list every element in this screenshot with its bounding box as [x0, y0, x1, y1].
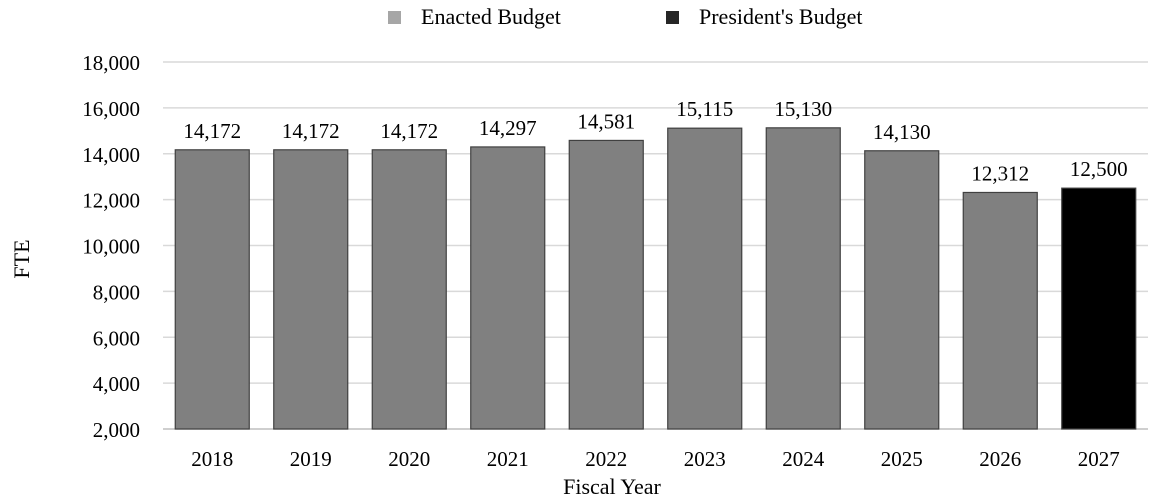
- y-tick-label: 16,000: [82, 97, 140, 121]
- bar-value-label: 14,172: [282, 119, 340, 143]
- x-tick-label: 2024: [782, 447, 825, 471]
- x-tick-label: 2023: [684, 447, 726, 471]
- bar-value-label: 14,172: [183, 119, 241, 143]
- legend-label-enacted: Enacted Budget: [421, 4, 561, 29]
- bar: [273, 149, 349, 430]
- x-tick-label: 2027: [1078, 447, 1120, 471]
- y-tick-label: 8,000: [93, 280, 140, 304]
- bar: [568, 139, 644, 430]
- bar-value-labels: 14,172 14,172 14,172 14,297 14,581 15,115 15,1…: [183, 97, 1127, 186]
- y-tick-label: 10,000: [82, 235, 140, 259]
- x-tick-label: 2025: [881, 447, 923, 471]
- legend-label-presidents: President's Budget: [699, 4, 863, 29]
- x-tick-label: 2026: [979, 447, 1021, 471]
- y-tick-label: 6,000: [93, 326, 140, 350]
- bar: [864, 150, 940, 430]
- bar: [962, 191, 1038, 430]
- bar: [1061, 187, 1137, 430]
- bar: [371, 149, 447, 430]
- legend-item-enacted: Enacted Budget: [388, 4, 561, 30]
- y-tick-label: 18,000: [82, 51, 140, 75]
- y-tick-label: 4,000: [93, 372, 140, 396]
- bar: [470, 146, 546, 430]
- bar: [667, 127, 743, 430]
- legend-item-presidents: President's Budget: [666, 4, 862, 30]
- x-tick-label: 2020: [388, 447, 430, 471]
- x-tick-label: 2021: [487, 447, 529, 471]
- x-tick-label: 2018: [191, 447, 233, 471]
- y-tick-label: 12,000: [82, 189, 140, 213]
- chart-legend: Enacted Budget President's Budget: [0, 4, 1158, 34]
- bar-value-label: 12,312: [971, 161, 1029, 185]
- x-tick-label: 2022: [585, 447, 627, 471]
- y-tick-label: 14,000: [82, 143, 140, 167]
- y-axis-title: FTE: [9, 239, 34, 279]
- bar-value-label: 15,130: [774, 97, 832, 121]
- bars: [174, 127, 1137, 430]
- bar-value-label: 14,130: [873, 120, 931, 144]
- bar-value-label: 14,297: [479, 116, 537, 140]
- legend-swatch-enacted: [388, 10, 401, 24]
- bar: [765, 127, 841, 430]
- bar-value-label: 12,500: [1070, 157, 1128, 181]
- x-tick-label: 2019: [290, 447, 332, 471]
- y-axis-tick-labels: 2,000 4,000 6,000 8,000 10,000 12,000 14,000 16…: [82, 51, 140, 442]
- bar-value-label: 15,115: [676, 97, 733, 121]
- bar-value-label: 14,581: [577, 109, 635, 133]
- bar: [174, 149, 250, 430]
- legend-swatch-presidents: [666, 10, 679, 24]
- x-axis-tick-labels: 2018 2019 2020 2021 2022 2023 2024 2025 2026 2027: [191, 447, 1120, 471]
- x-axis-title: Fiscal Year: [563, 474, 661, 499]
- y-tick-label: 2,000: [93, 418, 140, 442]
- bar-value-label: 14,172: [380, 119, 438, 143]
